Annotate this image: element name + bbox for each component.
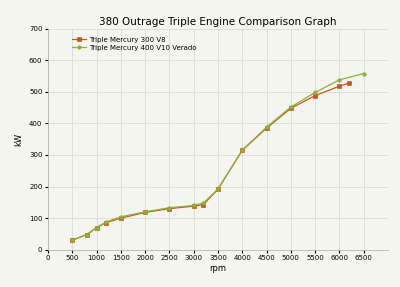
Triple Mercury 400 V10 Verado <box>143 210 148 214</box>
Triple Mercury 300 V8 <box>313 94 318 97</box>
Triple Mercury 300 V8 <box>94 226 99 229</box>
Triple Mercury 300 V8 <box>201 203 206 206</box>
X-axis label: rpm: rpm <box>210 264 226 273</box>
Triple Mercury 300 V8 <box>84 233 89 236</box>
Triple Mercury 300 V8 <box>347 81 352 85</box>
Triple Mercury 300 V8 <box>118 216 123 220</box>
Line: Triple Mercury 300 V8: Triple Mercury 300 V8 <box>70 81 351 242</box>
Triple Mercury 400 V10 Verado <box>104 220 109 224</box>
Title: 380 Outrage Triple Engine Comparison Graph: 380 Outrage Triple Engine Comparison Gra… <box>99 17 337 26</box>
Legend: Triple Mercury 300 V8, Triple Mercury 400 V10 Verado: Triple Mercury 300 V8, Triple Mercury 40… <box>72 36 197 51</box>
Triple Mercury 300 V8 <box>167 207 172 210</box>
Triple Mercury 400 V10 Verado <box>264 125 269 129</box>
Triple Mercury 300 V8 <box>264 126 269 130</box>
Triple Mercury 400 V10 Verado <box>313 91 318 94</box>
Triple Mercury 400 V10 Verado <box>288 105 293 109</box>
Triple Mercury 400 V10 Verado <box>216 187 220 191</box>
Triple Mercury 400 V10 Verado <box>337 78 342 82</box>
Triple Mercury 300 V8 <box>337 84 342 88</box>
Triple Mercury 300 V8 <box>104 221 109 224</box>
Triple Mercury 400 V10 Verado <box>201 201 206 205</box>
Triple Mercury 300 V8 <box>288 106 293 110</box>
Triple Mercury 400 V10 Verado <box>118 215 123 219</box>
Triple Mercury 400 V10 Verado <box>191 204 196 207</box>
Triple Mercury 400 V10 Verado <box>84 233 89 236</box>
Triple Mercury 400 V10 Verado <box>94 226 99 229</box>
Triple Mercury 400 V10 Verado <box>167 206 172 210</box>
Triple Mercury 300 V8 <box>216 187 220 191</box>
Triple Mercury 400 V10 Verado <box>240 149 245 152</box>
Triple Mercury 300 V8 <box>191 204 196 208</box>
Triple Mercury 300 V8 <box>70 238 75 242</box>
Triple Mercury 300 V8 <box>143 211 148 214</box>
Triple Mercury 300 V8 <box>240 149 245 152</box>
Triple Mercury 400 V10 Verado <box>361 72 366 75</box>
Y-axis label: kW: kW <box>14 133 23 146</box>
Line: Triple Mercury 400 V10 Verado: Triple Mercury 400 V10 Verado <box>70 72 366 242</box>
Triple Mercury 400 V10 Verado <box>70 238 75 242</box>
